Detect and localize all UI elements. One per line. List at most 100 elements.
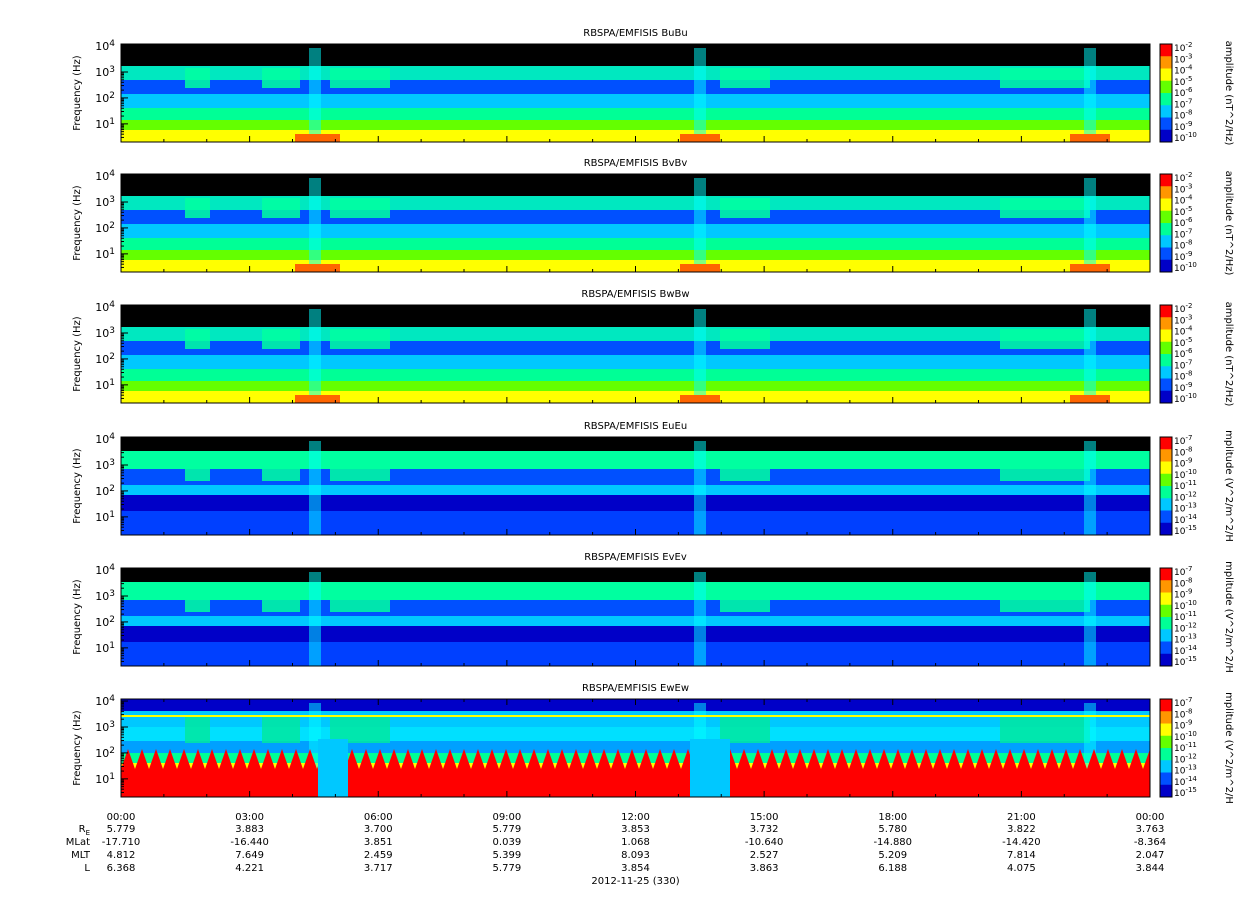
x-tick-label: 21:00 xyxy=(1007,812,1036,823)
emission-burst xyxy=(330,584,390,612)
colorbar-tick-label: 10-3 xyxy=(1174,52,1192,65)
ephemeris-row-label: MLat xyxy=(66,837,90,848)
hot-spot xyxy=(295,264,340,272)
hot-spot xyxy=(295,134,340,142)
x-tick-label: 06:00 xyxy=(364,812,393,823)
x-tick-label: 03:00 xyxy=(235,812,264,823)
ephemeris-value: 5.779 xyxy=(493,824,522,835)
colorbar-segment xyxy=(1160,784,1172,798)
x-axis: 00:00 03:00 06:00 09:00 12:00 15:00 18:00 21:00… xyxy=(66,812,1166,887)
emission-spike xyxy=(1084,572,1096,666)
ephemeris-value: 2.047 xyxy=(1136,850,1165,861)
colorbar-tick-label: 10-11 xyxy=(1174,479,1197,492)
colorbar-tick-label: 10-7 xyxy=(1174,565,1192,578)
spectrogram-band xyxy=(121,224,1150,238)
emission-burst xyxy=(720,68,770,88)
y-tick-label: 103 xyxy=(95,326,115,340)
spectrogram-band xyxy=(121,94,1150,108)
emission-burst xyxy=(1000,584,1090,612)
y-tick-label: 102 xyxy=(95,615,115,629)
y-tick-label: 101 xyxy=(95,117,115,131)
colorbar-segment xyxy=(1160,735,1172,749)
hot-spot xyxy=(680,264,720,272)
gap-region xyxy=(690,739,730,797)
emission-burst xyxy=(720,584,770,612)
y-tick-label: 103 xyxy=(95,65,115,79)
colorbar-segment xyxy=(1160,259,1172,273)
colorbar-tick-label: 10-5 xyxy=(1174,336,1192,349)
spectrogram-band xyxy=(121,495,1150,511)
emission-burst xyxy=(185,198,210,218)
spectrogram-band xyxy=(121,355,1150,369)
colorbar-segment xyxy=(1160,473,1172,487)
spectrogram-band xyxy=(121,369,1150,381)
panel-title: RBSPA/EMFISIS EvEv xyxy=(584,552,687,563)
y-axis-label: Frequency (Hz) xyxy=(72,185,83,261)
y-tick-label: 103 xyxy=(95,720,115,734)
colorbar-segment xyxy=(1160,198,1172,212)
colorbar-frame xyxy=(1159,698,1173,798)
colorbar-frame xyxy=(1159,567,1173,667)
spectrogram-band xyxy=(121,381,1150,391)
y-tick-label: 104 xyxy=(95,39,115,53)
spectrogram-band xyxy=(121,120,1150,130)
y-tick-label: 102 xyxy=(95,746,115,760)
ephemeris-value: 3.763 xyxy=(1136,824,1165,835)
ephemeris-value: 4.812 xyxy=(107,850,136,861)
colorbar-tick-label: 10-15 xyxy=(1174,786,1197,799)
hot-spot xyxy=(295,395,340,403)
colorbar-tick-label: 10-7 xyxy=(1174,696,1192,709)
ephemeris-value: 3.732 xyxy=(750,824,779,835)
colorbar-tick-label: 10-9 xyxy=(1174,250,1192,263)
panel-title: RBSPA/EMFISIS EwEw xyxy=(582,683,689,694)
spectrogram-band xyxy=(121,238,1150,250)
colorbar-tick-label: 10-12 xyxy=(1174,752,1197,765)
spectrogram-band xyxy=(121,485,1150,495)
emission-burst xyxy=(262,329,300,349)
colorbar-label: mplitude (V^2/m^2/H xyxy=(1223,561,1234,673)
emission-burst xyxy=(185,715,210,743)
colorbar-frame xyxy=(1159,304,1173,404)
colorbar-tick-label: 10-6 xyxy=(1174,86,1193,99)
y-tick-label: 103 xyxy=(95,589,115,603)
colorbar-tick-label: 10-11 xyxy=(1174,610,1197,623)
colorbar-segment xyxy=(1160,378,1172,392)
x-tick-label: 18:00 xyxy=(878,812,907,823)
emission-burst xyxy=(720,329,770,349)
emission-spike xyxy=(694,572,706,666)
colorbar-segment xyxy=(1160,510,1172,524)
emission-burst xyxy=(330,329,390,349)
emission-spike xyxy=(309,178,321,272)
colorbar-segment xyxy=(1160,604,1172,618)
y-axis-label: Frequency (Hz) xyxy=(72,710,83,786)
ephemeris-value: 3.700 xyxy=(364,824,393,835)
hot-spot xyxy=(1070,395,1110,403)
panel-title: RBSPA/EMFISIS EuEu xyxy=(584,421,687,432)
y-tick-label: 102 xyxy=(95,221,115,235)
y-tick-label: 104 xyxy=(95,169,115,183)
y-tick-label: 104 xyxy=(95,432,115,446)
hot-spot xyxy=(680,134,720,142)
colorbar-tick-label: 10-9 xyxy=(1174,120,1192,133)
colorbar-segment xyxy=(1160,449,1172,462)
colorbar-tick-label: 10-3 xyxy=(1174,182,1192,195)
ephemeris-value: 5.779 xyxy=(493,863,522,874)
colorbar-segment xyxy=(1160,317,1172,330)
colorbar-tick-label: 10-10 xyxy=(1174,468,1197,481)
y-tick-label: 102 xyxy=(95,484,115,498)
colorbar-tick-label: 10-8 xyxy=(1174,707,1192,720)
panel-4: RBSPA/EMFISIS EuEu Frequency (Hz) 101 102 10… xyxy=(72,421,1234,542)
emission-spike xyxy=(694,309,706,403)
colorbar-segment xyxy=(1160,486,1172,499)
y-tick-label: 102 xyxy=(95,91,115,105)
panel-6: RBSPA/EMFISIS EwEw Frequency (Hz) 101 102 10… xyxy=(72,683,1234,804)
y-tick-label: 103 xyxy=(95,458,115,472)
colorbar-tick-label: 10-7 xyxy=(1174,97,1192,110)
colorbar-segment xyxy=(1160,354,1172,367)
panel-title: RBSPA/EMFISIS BuBu xyxy=(583,28,687,39)
colorbar-segment xyxy=(1160,93,1172,106)
colorbar-tick-label: 10-10 xyxy=(1174,131,1197,144)
emission-burst xyxy=(185,584,210,612)
colorbar-segment xyxy=(1160,341,1172,355)
